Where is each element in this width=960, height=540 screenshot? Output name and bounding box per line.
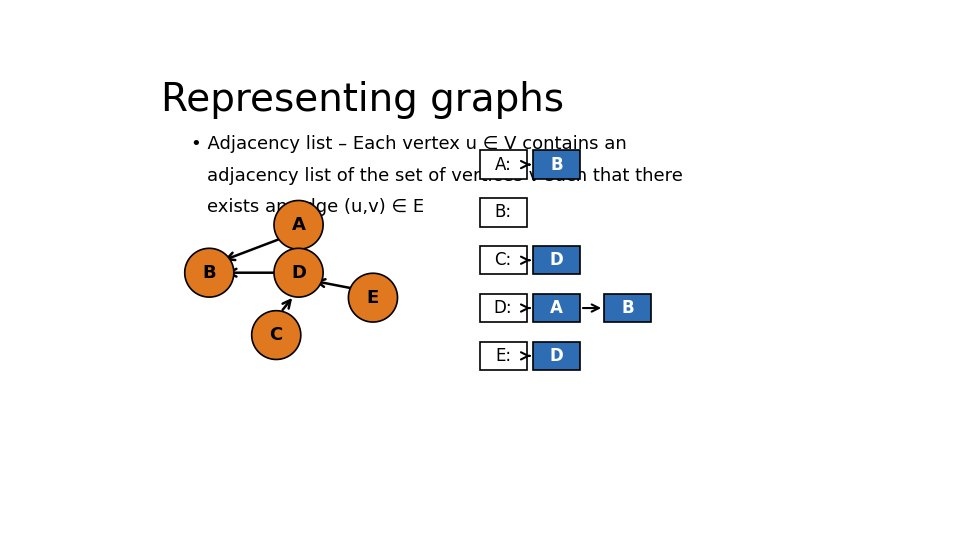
Text: C:: C: — [494, 251, 512, 269]
FancyBboxPatch shape — [534, 294, 580, 322]
FancyBboxPatch shape — [480, 198, 527, 227]
Text: A: A — [550, 299, 564, 317]
Polygon shape — [184, 248, 234, 297]
FancyBboxPatch shape — [480, 342, 527, 370]
Text: D: D — [550, 251, 564, 269]
Text: exists an edge (u,v) ∈ E: exists an edge (u,v) ∈ E — [207, 198, 424, 216]
Text: Representing graphs: Representing graphs — [161, 82, 564, 119]
Polygon shape — [348, 273, 397, 322]
Text: E: E — [367, 289, 379, 307]
FancyBboxPatch shape — [534, 246, 580, 274]
Text: B:: B: — [494, 204, 512, 221]
Text: B: B — [203, 264, 216, 282]
Polygon shape — [252, 310, 300, 360]
FancyBboxPatch shape — [480, 294, 527, 322]
Text: A:: A: — [494, 156, 512, 173]
Text: D: D — [291, 264, 306, 282]
Text: D:: D: — [493, 299, 513, 317]
Text: adjacency list of the set of vertices v such that there: adjacency list of the set of vertices v … — [207, 167, 683, 185]
Text: E:: E: — [495, 347, 512, 365]
Polygon shape — [274, 248, 324, 297]
FancyBboxPatch shape — [604, 294, 651, 322]
Text: B: B — [550, 156, 564, 173]
Text: C: C — [270, 326, 283, 344]
FancyBboxPatch shape — [534, 151, 580, 179]
FancyBboxPatch shape — [480, 246, 527, 274]
FancyBboxPatch shape — [534, 342, 580, 370]
Text: B: B — [621, 299, 634, 317]
Polygon shape — [274, 200, 324, 249]
Text: D: D — [550, 347, 564, 365]
Text: • Adjacency list – Each vertex u ∈ V contains an: • Adjacency list – Each vertex u ∈ V con… — [191, 136, 627, 153]
FancyBboxPatch shape — [480, 151, 527, 179]
Text: A: A — [292, 216, 305, 234]
